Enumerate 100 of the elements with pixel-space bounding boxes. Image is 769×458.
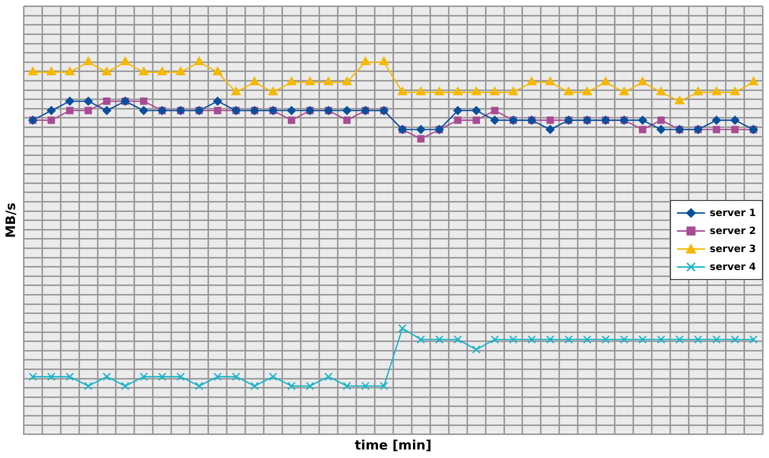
point (712, 126, 720, 134)
point (546, 116, 554, 124)
point (546, 125, 555, 134)
point (250, 76, 260, 86)
point (526, 76, 537, 86)
point (28, 66, 38, 76)
point (305, 76, 315, 86)
point (306, 382, 314, 390)
point (638, 116, 648, 125)
point (398, 86, 408, 96)
point (730, 116, 740, 125)
point (139, 106, 148, 116)
point (360, 56, 370, 66)
legend-label: server 4 (710, 262, 756, 272)
point (434, 86, 444, 96)
point (656, 125, 666, 134)
point (65, 96, 74, 106)
point (748, 76, 758, 86)
point (564, 335, 573, 344)
point (398, 324, 407, 332)
point (102, 66, 112, 76)
point (528, 335, 536, 344)
point (176, 66, 186, 76)
point (102, 106, 112, 116)
point (342, 76, 352, 86)
point (138, 66, 149, 76)
point (66, 372, 74, 381)
point (472, 116, 480, 124)
point (454, 335, 462, 344)
point (619, 86, 629, 96)
point (656, 335, 666, 344)
point (564, 86, 574, 96)
point (452, 86, 463, 96)
point (194, 382, 204, 390)
point (490, 86, 500, 96)
point (47, 372, 56, 381)
point (509, 335, 518, 344)
point (730, 335, 740, 344)
point (638, 126, 646, 134)
point (712, 116, 722, 125)
point (84, 96, 93, 106)
point (250, 382, 259, 390)
point (194, 56, 204, 66)
point (66, 106, 74, 114)
point (380, 382, 388, 390)
point (675, 335, 684, 344)
point (620, 335, 628, 344)
point (416, 86, 426, 96)
point (121, 382, 130, 390)
point (212, 66, 222, 76)
point (379, 56, 389, 66)
x-axis-title: time [min] (354, 438, 432, 454)
point (657, 116, 665, 124)
point (324, 76, 334, 86)
legend-label: server 1 (710, 208, 756, 218)
legend-label: server 3 (710, 244, 756, 254)
point (342, 106, 352, 116)
point (546, 335, 554, 344)
point (28, 372, 38, 381)
point (638, 335, 647, 344)
point (712, 335, 721, 344)
point (286, 76, 296, 86)
y-axis-title: MB/s (4, 202, 20, 238)
point (674, 96, 684, 104)
point (416, 125, 426, 134)
point (268, 86, 278, 96)
point (638, 76, 648, 86)
point (46, 66, 56, 76)
point (416, 335, 426, 344)
point (268, 372, 278, 381)
point (712, 86, 722, 96)
point (694, 335, 702, 344)
point (84, 106, 92, 114)
point (453, 106, 462, 116)
point (472, 345, 480, 354)
point (140, 372, 148, 381)
point (730, 86, 740, 96)
point (214, 106, 222, 114)
point (140, 98, 148, 105)
point (102, 372, 111, 381)
point (361, 382, 370, 390)
point (231, 86, 241, 96)
point (731, 126, 739, 134)
point (343, 116, 351, 124)
point (656, 86, 666, 96)
point (120, 56, 130, 66)
point (490, 116, 500, 125)
point (693, 86, 703, 96)
point (213, 96, 222, 106)
point (491, 106, 498, 114)
point (176, 372, 185, 381)
point (287, 106, 296, 116)
point (417, 135, 425, 143)
point (48, 116, 55, 124)
point (46, 106, 56, 116)
point (84, 382, 92, 390)
point (490, 335, 499, 344)
point (324, 372, 333, 381)
point (472, 106, 481, 116)
point (342, 382, 352, 390)
